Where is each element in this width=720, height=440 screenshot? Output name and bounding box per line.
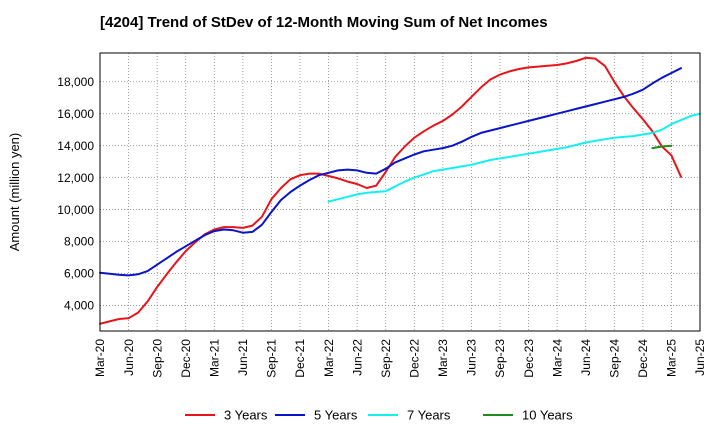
x-tick-label: Jun-24 xyxy=(579,339,593,376)
x-tick-label: Jun-23 xyxy=(465,339,479,376)
x-tick-label: Dec-22 xyxy=(407,339,421,378)
y-tick-label: 16,000 xyxy=(57,107,94,121)
plot-area xyxy=(100,53,700,331)
x-tick-label: Mar-23 xyxy=(436,339,450,377)
legend-item-5-years: 5 Years xyxy=(275,408,358,423)
x-tick-label: Jun-20 xyxy=(122,339,136,376)
y-tick-label: 6,000 xyxy=(64,267,94,281)
x-tick-label: Mar-25 xyxy=(665,339,679,377)
x-tick-label: Jun-21 xyxy=(236,339,250,376)
y-tick-label: 10,000 xyxy=(57,203,94,217)
x-tick-label: Sep-24 xyxy=(607,339,621,378)
y-axis-label: Amount (million yen) xyxy=(7,133,22,252)
x-tick-label: Mar-24 xyxy=(550,339,564,377)
x-tick-label: Mar-22 xyxy=(322,339,336,377)
legend-label: 10 Years xyxy=(522,408,573,423)
x-tick-label: Mar-20 xyxy=(93,339,107,377)
x-tick-label: Mar-21 xyxy=(207,339,221,377)
x-tick-label: Sep-22 xyxy=(379,339,393,378)
series-layer xyxy=(99,56,701,325)
legend-label: 3 Years xyxy=(224,408,268,423)
legend-item-7-years: 7 Years xyxy=(368,408,451,423)
x-tick-label: Dec-20 xyxy=(179,339,193,378)
grid-layer xyxy=(100,53,700,331)
y-tick-label: 18,000 xyxy=(57,75,94,89)
y-tick-label: 8,000 xyxy=(64,235,94,249)
y-tick-label: 12,000 xyxy=(57,171,94,185)
x-tick-label: Dec-21 xyxy=(293,339,307,378)
x-tick-label: Sep-21 xyxy=(265,339,279,378)
legend-item-10-years: 10 Years xyxy=(483,408,573,423)
legend: 3 Years 5 Years 7 Years 10 Years xyxy=(185,408,573,423)
x-tick-label: Dec-24 xyxy=(636,339,650,378)
y-tick-label: 4,000 xyxy=(64,299,94,313)
series-line-10-years xyxy=(651,144,673,150)
x-tick-label: Dec-23 xyxy=(522,339,536,378)
legend-item-3-years: 3 Years xyxy=(185,408,268,423)
tick-layer: Mar-20 Jun-20 Sep-20 Dec-20 Mar-21 Jun-21 Sep-… xyxy=(57,75,707,378)
x-tick-label: Jun-22 xyxy=(350,339,364,376)
plot-frame xyxy=(99,52,701,332)
x-tick-label: Sep-23 xyxy=(493,339,507,378)
legend-label: 5 Years xyxy=(314,408,358,423)
series-line-7-years xyxy=(327,112,701,203)
x-tick-label: Jun-25 xyxy=(693,339,707,376)
series-line-5-years xyxy=(99,67,682,277)
chart-title: [4204] Trend of StDev of 12-Month Moving… xyxy=(100,14,548,31)
legend-label: 7 Years xyxy=(407,408,451,423)
x-tick-label: Sep-20 xyxy=(150,339,164,378)
y-tick-label: 14,000 xyxy=(57,139,94,153)
